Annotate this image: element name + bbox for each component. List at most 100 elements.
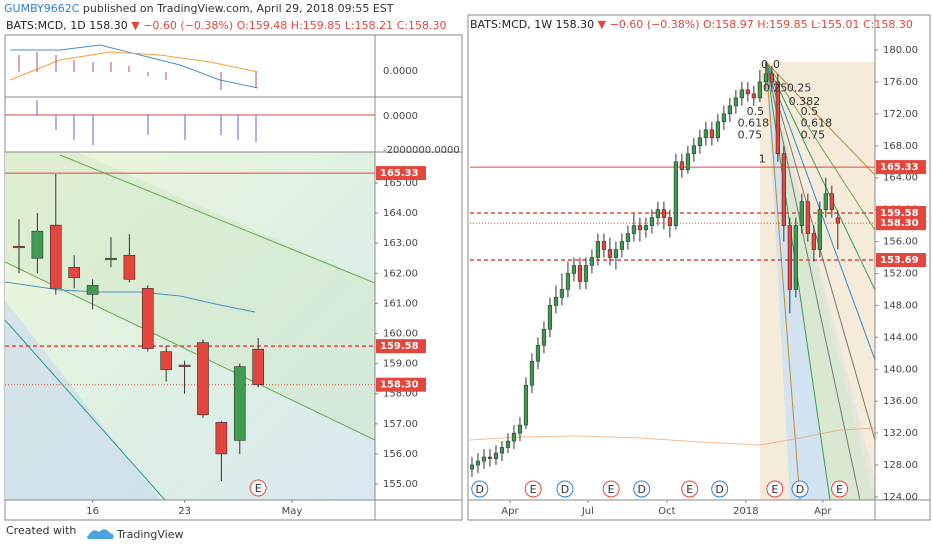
trend-line [59, 154, 375, 284]
candle-body [541, 329, 547, 346]
footer-brand[interactable]: TradingView [116, 528, 183, 541]
candle-body [823, 193, 828, 210]
indicator-axis-label: -2000000.0000 [383, 145, 460, 156]
candle-body [31, 230, 44, 259]
price-box-label: 165.33 [880, 162, 919, 173]
candle-body [661, 209, 666, 218]
event-label: D [715, 483, 723, 496]
plot [5, 172, 375, 482]
event-badge[interactable] [602, 480, 620, 498]
candle-body [553, 297, 559, 306]
candle-body [691, 145, 696, 155]
trend-line [5, 319, 166, 500]
candle-body [715, 121, 720, 139]
event-badge[interactable] [633, 480, 651, 498]
candle-body [13, 245, 25, 249]
fib-label: 1 [759, 152, 766, 165]
y-tick-label: 156.00 [883, 237, 918, 248]
candle-body [252, 348, 264, 386]
candle-body [757, 81, 762, 99]
candle-body [721, 113, 726, 123]
event-badge[interactable] [556, 480, 574, 498]
y-tick-label: 172.00 [883, 109, 918, 120]
price-box [376, 166, 426, 181]
candle-body [835, 217, 840, 224]
event-label: D [637, 483, 645, 496]
candle-body [160, 351, 172, 370]
author[interactable]: GUMBY9662C [4, 2, 80, 15]
candle-body [793, 225, 798, 290]
candle-body [517, 424, 523, 434]
y-tick-label: 163.00 [383, 238, 418, 249]
price-box [876, 216, 926, 231]
fib-label: 0.382 [789, 95, 821, 108]
y-tick-label: 136.00 [883, 396, 918, 407]
event-label: E [608, 483, 615, 496]
candle-body [685, 153, 690, 171]
event-badge[interactable] [681, 480, 699, 498]
candle-body [727, 105, 732, 115]
fib-label: 0.5 [801, 105, 819, 118]
candle-body [649, 217, 654, 226]
event-badge[interactable] [766, 480, 784, 498]
candle-body [643, 225, 649, 230]
candle-body [745, 89, 750, 95]
event-badge[interactable] [471, 480, 489, 498]
event-label: E [255, 482, 262, 495]
title-title: BATS:MCD, 1W [470, 18, 552, 31]
candle-body [781, 153, 786, 226]
candle-body [475, 460, 481, 466]
candle-body [679, 161, 684, 171]
fan-line [765, 61, 875, 441]
candle-body [811, 233, 816, 250]
fan-line [765, 61, 801, 500]
candle-body [829, 193, 834, 210]
y-tick-label: 161.00 [383, 298, 418, 309]
fib-label: 0.618 [801, 116, 833, 129]
event-label: D [561, 483, 569, 496]
volume-ma [470, 427, 875, 446]
event-badge[interactable] [831, 480, 849, 498]
candle-body [637, 225, 643, 230]
chart-title: BATS:MCD, 1D 158.30 ▼ −0.60 (−0.38%) O:1… [6, 19, 446, 32]
candle-body [817, 209, 822, 250]
candle-body [805, 201, 810, 234]
fan-line [765, 61, 875, 291]
x-tick-label: Apr [814, 506, 832, 517]
candle-body [775, 81, 780, 155]
candle-body [86, 285, 99, 295]
candle-body [619, 241, 625, 250]
candle-body [571, 265, 577, 274]
event-badge[interactable] [249, 479, 267, 497]
y-tick-label: 165.00 [383, 178, 418, 189]
event-label: D [796, 483, 804, 496]
candle-body [499, 447, 505, 454]
event-badge[interactable] [711, 480, 729, 498]
candle-body [739, 89, 744, 99]
header-text: published on TradingView.com, April 29, … [83, 2, 394, 15]
footer-created: Created with [6, 524, 76, 537]
x-tick-label: 16 [86, 506, 99, 517]
event-badge[interactable] [791, 480, 809, 498]
candle-body [607, 249, 613, 258]
price-box [376, 377, 426, 392]
price-box-label: 159.58 [880, 208, 919, 219]
candle-body [673, 161, 678, 226]
price-box-label: 159.58 [380, 341, 419, 352]
fan-line [765, 61, 861, 500]
fan-line [765, 61, 875, 176]
candle-body [505, 440, 511, 448]
x-tick-label: 2018 [733, 506, 758, 517]
candle-body [487, 456, 493, 459]
y-tick-label: 164.00 [883, 173, 918, 184]
chart-title: BATS:MCD, 1W 158.30 ▼ −0.60 (−0.38%) O:1… [470, 18, 913, 31]
event-label: E [771, 483, 778, 496]
event-label: E [686, 483, 693, 496]
indicator-axis-label: 0.0000 [383, 66, 418, 77]
candle-body [697, 137, 702, 147]
event-badge[interactable] [524, 480, 542, 498]
candle-body [470, 464, 475, 470]
price-box-label: 158.30 [880, 218, 919, 229]
candle-body [529, 360, 535, 386]
